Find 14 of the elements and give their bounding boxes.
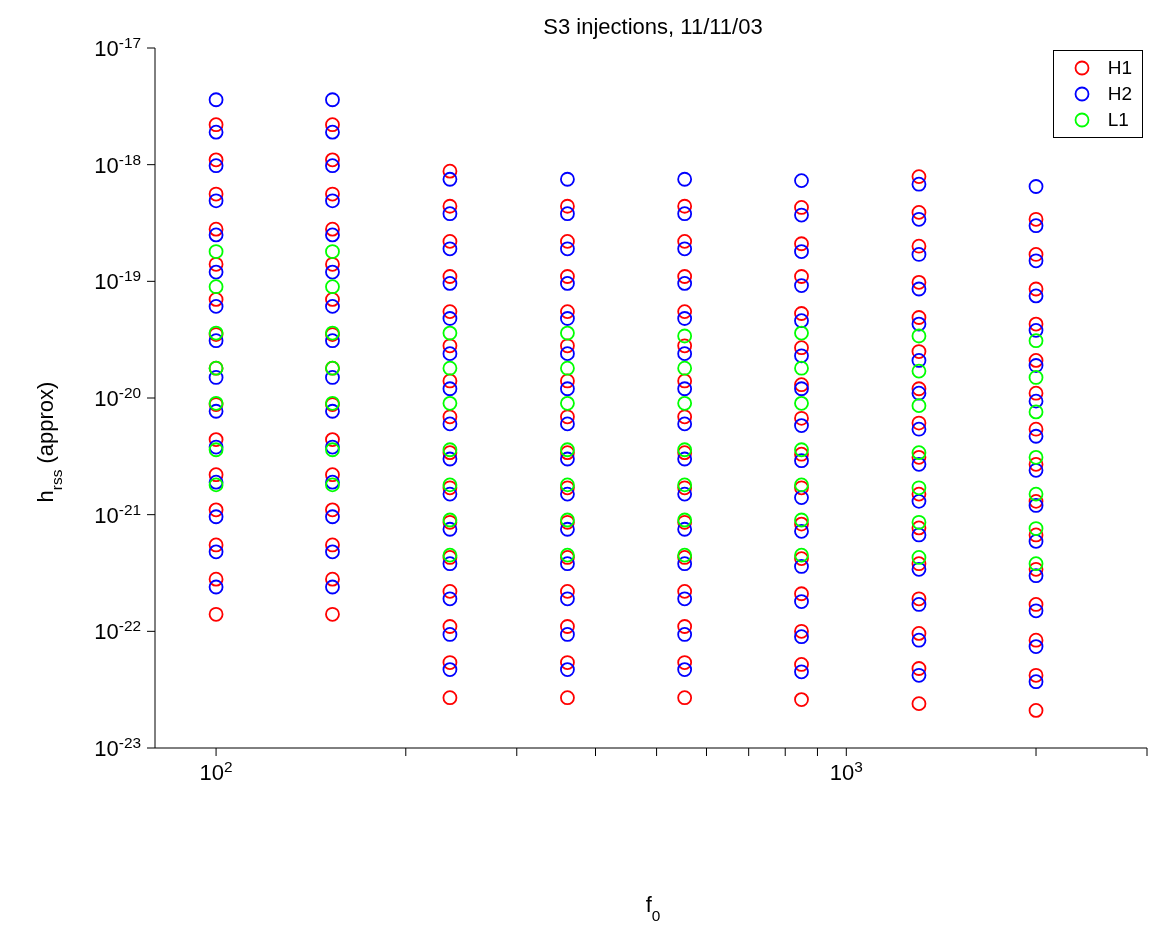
y-tick-label: 10$^{-20}$ [94, 383, 141, 411]
legend-label: H1 [1107, 57, 1132, 79]
legend-label: H2 [1107, 83, 1132, 105]
x-tick-label: 10$^{2}$ [199, 757, 233, 785]
y-tick-label: 10$^{-22}$ [94, 616, 141, 645]
y-tick-label: 10$^{-18}$ [94, 150, 141, 178]
y-tick-label: 10$^{-17}$ [94, 33, 141, 61]
x-tick-label: 10$^{3}$ [829, 757, 863, 785]
x-axis-title: f$_{0}$ [645, 892, 661, 924]
y-tick-label: 10$^{-23}$ [94, 733, 141, 761]
legend-label: L1 [1107, 109, 1129, 131]
chart-title: S3 injections, 11/11/03 [543, 14, 763, 39]
y-tick-label: 10$^{-21}$ [94, 500, 141, 528]
y-tick-label: 10$^{-19}$ [94, 266, 141, 295]
